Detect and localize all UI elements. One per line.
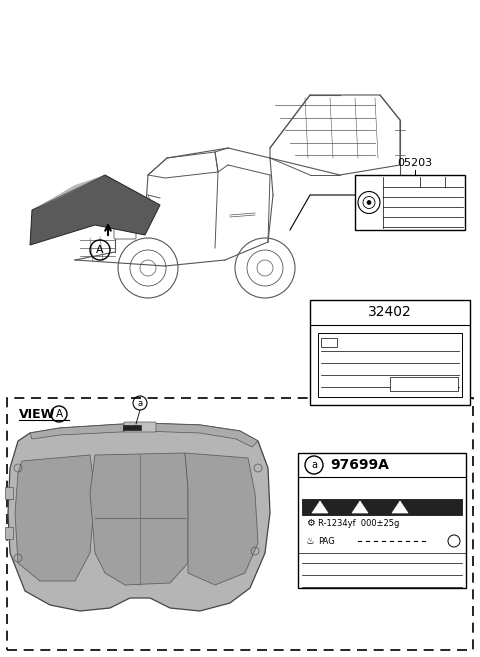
Text: 32402: 32402	[368, 306, 412, 319]
Text: a: a	[311, 460, 317, 470]
Text: a: a	[137, 399, 143, 407]
FancyBboxPatch shape	[5, 487, 13, 499]
Text: A: A	[96, 245, 104, 255]
Circle shape	[367, 200, 371, 204]
Polygon shape	[312, 501, 328, 513]
Polygon shape	[30, 175, 160, 245]
FancyBboxPatch shape	[5, 527, 13, 539]
Text: ⚙: ⚙	[306, 518, 315, 528]
FancyBboxPatch shape	[298, 453, 466, 588]
Text: VIEW: VIEW	[19, 407, 55, 420]
Text: 97699A: 97699A	[330, 458, 389, 472]
FancyBboxPatch shape	[302, 499, 462, 515]
FancyBboxPatch shape	[390, 377, 458, 391]
Text: 05203: 05203	[397, 158, 432, 168]
FancyBboxPatch shape	[114, 225, 136, 239]
Polygon shape	[392, 501, 408, 513]
Polygon shape	[32, 175, 105, 210]
Text: ♨: ♨	[306, 536, 315, 546]
FancyBboxPatch shape	[123, 425, 141, 430]
FancyBboxPatch shape	[124, 422, 156, 432]
Text: PAG: PAG	[318, 537, 335, 545]
Polygon shape	[90, 453, 188, 585]
FancyBboxPatch shape	[355, 175, 465, 230]
Polygon shape	[185, 453, 258, 585]
FancyBboxPatch shape	[7, 398, 473, 650]
FancyBboxPatch shape	[318, 333, 462, 397]
Polygon shape	[352, 501, 368, 513]
Text: R-1234yf  000±25g: R-1234yf 000±25g	[318, 518, 399, 528]
FancyBboxPatch shape	[321, 338, 337, 347]
FancyBboxPatch shape	[310, 300, 470, 405]
Text: A: A	[55, 409, 62, 419]
Polygon shape	[30, 423, 258, 447]
Polygon shape	[15, 455, 95, 581]
Polygon shape	[8, 423, 270, 611]
